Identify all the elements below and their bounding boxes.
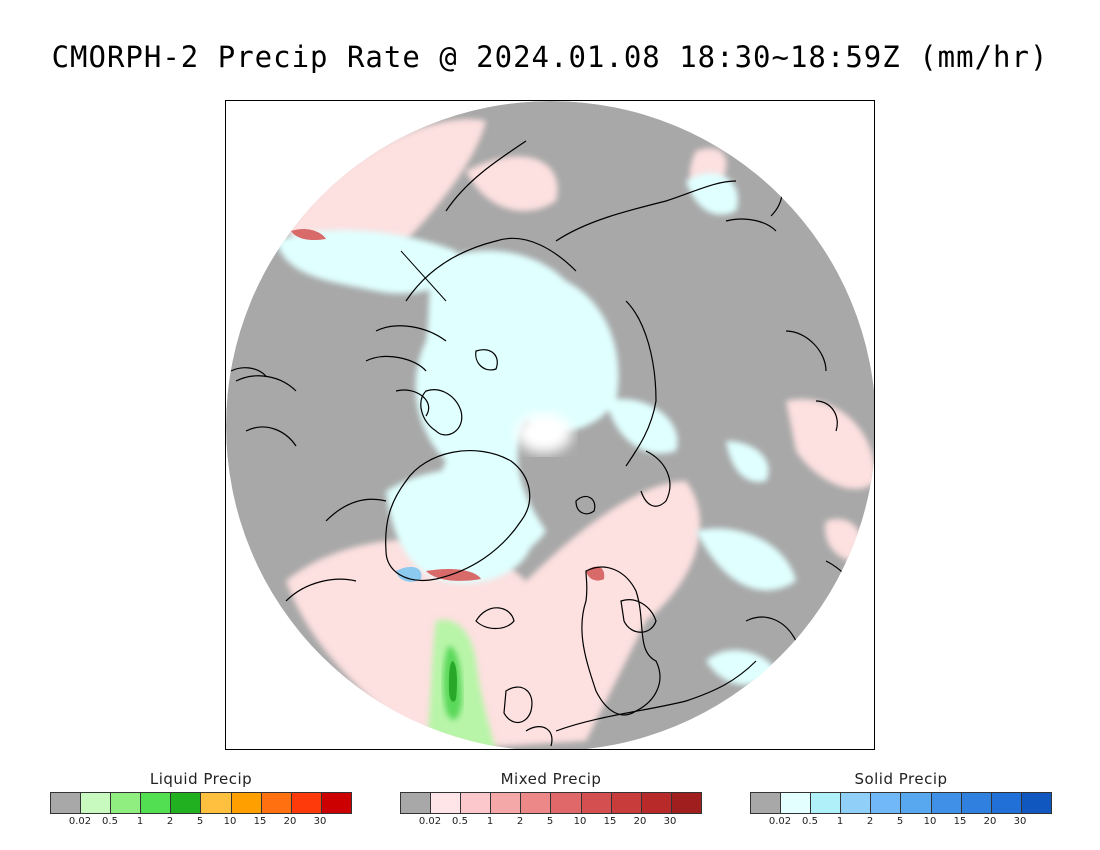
- mixed-swatch-1: [431, 793, 462, 813]
- mixed-swatch-2: [461, 793, 492, 813]
- mixed-tick-label: 10: [573, 816, 587, 827]
- liquid-tick-label: 5: [196, 816, 204, 827]
- solid-tick-label: 10: [923, 816, 937, 827]
- mixed-swatch-9: [671, 793, 701, 813]
- mixed-tick-label: 2: [516, 816, 524, 827]
- liquid-swatch-6: [231, 793, 262, 813]
- liquid-swatch-9: [321, 793, 351, 813]
- mixed-swatch-3: [491, 793, 522, 813]
- solid-swatch-6: [931, 793, 962, 813]
- liquid-tick-label: 1: [136, 816, 144, 827]
- liquid-tick-label: 0.02: [68, 816, 92, 827]
- solid-tick-label: 30: [1013, 816, 1027, 827]
- liquid-swatch-2: [111, 793, 142, 813]
- solid-tick-label: 15: [953, 816, 967, 827]
- polar-precip-map: [226, 101, 874, 749]
- mixed-swatch-6: [581, 793, 612, 813]
- mixed-precip-regions: [286, 119, 874, 749]
- legend-solid: Solid Precip 0.02 0.5 1 2 5 10 15 20 30: [750, 770, 1052, 830]
- solid-swatch-4: [871, 793, 902, 813]
- liquid-swatch-5: [201, 793, 232, 813]
- mixed-swatch-4: [521, 793, 552, 813]
- solid-swatch-3: [841, 793, 872, 813]
- legend-liquid-ticks: 0.02 0.5 1 2 5 10 15 20 30: [50, 816, 352, 830]
- liquid-tick-label: 15: [253, 816, 267, 827]
- liquid-tick-label: 30: [313, 816, 327, 827]
- legend-solid-swatches: [750, 792, 1052, 814]
- liquid-swatch-7: [261, 793, 292, 813]
- mixed-swatch-7: [611, 793, 642, 813]
- mixed-swatch-8: [641, 793, 672, 813]
- map-frame: [225, 100, 875, 750]
- map-title: CMORPH-2 Precip Rate @ 2024.01.08 18:30~…: [51, 40, 1049, 74]
- liquid-tick-label: 20: [283, 816, 297, 827]
- legend-solid-ticks: 0.02 0.5 1 2 5 10 15 20 30: [750, 816, 1052, 830]
- legend-mixed-ticks: 0.02 0.5 1 2 5 10 15 20 30: [400, 816, 702, 830]
- solid-tick-label: 20: [983, 816, 997, 827]
- solid-tick-label: 0.5: [802, 816, 818, 827]
- mixed-tick-label: 15: [603, 816, 617, 827]
- legend-solid-title: Solid Precip: [854, 770, 948, 788]
- liquid-swatch-8: [291, 793, 322, 813]
- solid-tick-label: 1: [836, 816, 844, 827]
- solid-tick-label: 5: [896, 816, 904, 827]
- mixed-swatch-0: [401, 793, 432, 813]
- liquid-swatch-4: [171, 793, 202, 813]
- legend-liquid-swatches: [50, 792, 352, 814]
- border-line-alaska: [400, 250, 447, 302]
- solid-swatch-1: [781, 793, 812, 813]
- solid-tick-label: 0.02: [768, 816, 792, 827]
- solid-precip-regions: [276, 172, 796, 685]
- solid-swatch-5: [901, 793, 932, 813]
- liquid-precip-band: [426, 619, 496, 749]
- liquid-swatch-3: [141, 793, 172, 813]
- mixed-swatch-5: [551, 793, 582, 813]
- solid-swatch-9: [1021, 793, 1051, 813]
- legend-liquid: Liquid Precip 0.02 0.5 1 2 5 10 15 20 30: [50, 770, 352, 830]
- solid-swatch-7: [961, 793, 992, 813]
- liquid-swatch-1: [81, 793, 112, 813]
- mixed-tick-label: 20: [633, 816, 647, 827]
- legend-liquid-title: Liquid Precip: [149, 770, 253, 788]
- mixed-tick-label: 30: [663, 816, 677, 827]
- solid-swatch-0: [751, 793, 782, 813]
- solid-tick-label: 2: [866, 816, 874, 827]
- solid-swatch-8: [991, 793, 1022, 813]
- solid-swatch-2: [811, 793, 842, 813]
- mixed-tick-label: 5: [546, 816, 554, 827]
- liquid-swatch-0: [51, 793, 82, 813]
- liquid-tick-label: 2: [166, 816, 174, 827]
- mixed-tick-label: 0.02: [418, 816, 442, 827]
- pole-snow-core: [516, 413, 572, 453]
- mixed-tick-label: 0.5: [452, 816, 468, 827]
- liquid-tick-label: 10: [223, 816, 237, 827]
- legend-mixed: Mixed Precip 0.02 0.5 1 2 5 10 15 20 30: [400, 770, 702, 830]
- liquid-tick-label: 0.5: [102, 816, 118, 827]
- mixed-tick-label: 1: [486, 816, 494, 827]
- legend-mixed-swatches: [400, 792, 702, 814]
- legend-mixed-title: Mixed Precip: [500, 770, 602, 788]
- coastlines: [230, 140, 867, 747]
